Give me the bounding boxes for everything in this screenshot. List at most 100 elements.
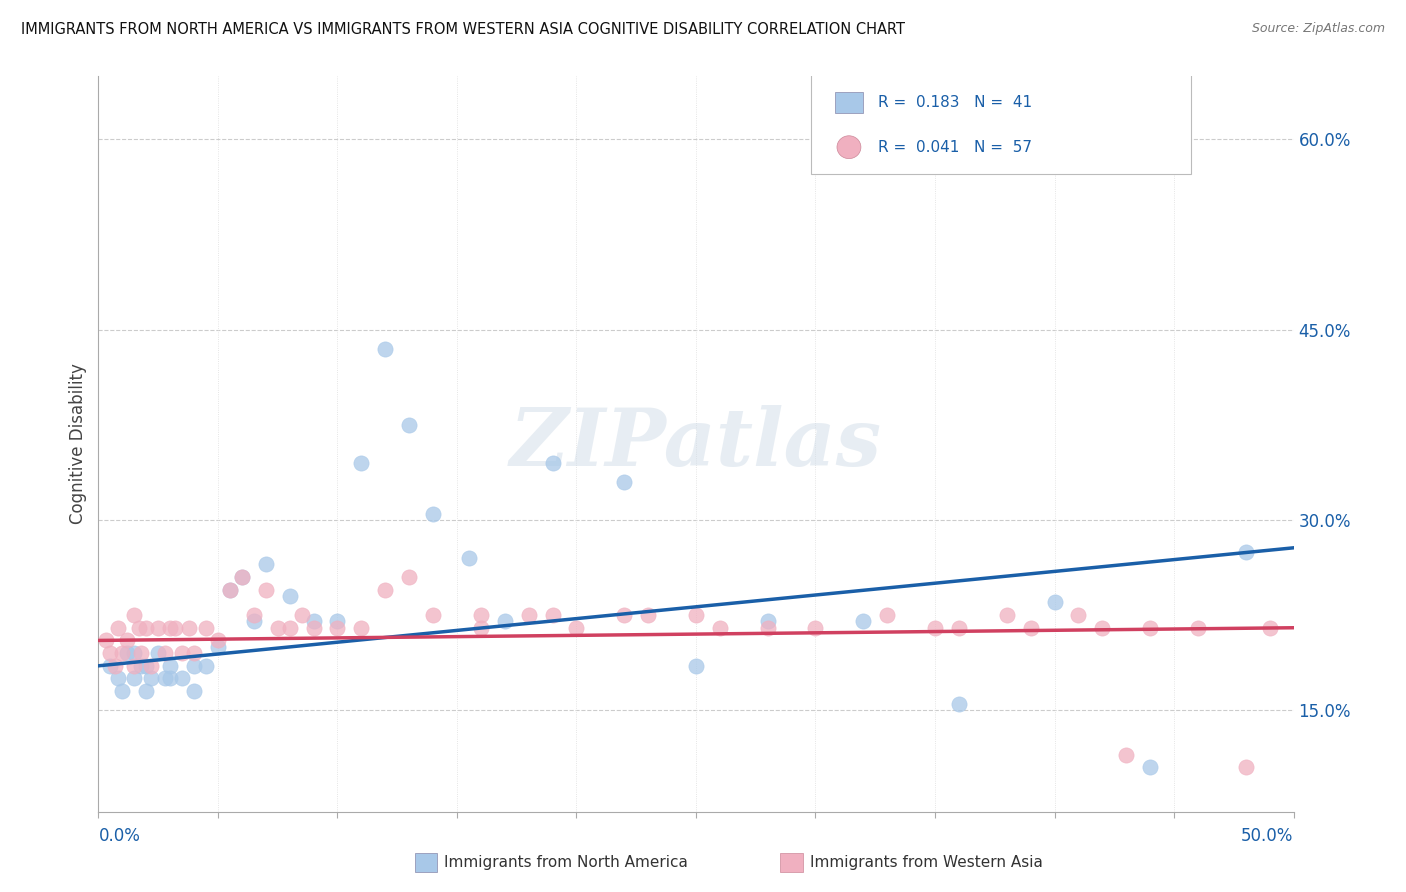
Point	[135, 684, 157, 698]
Point	[254, 558, 277, 572]
Point	[159, 658, 181, 673]
Point	[1139, 621, 1161, 635]
Point	[124, 608, 146, 623]
Point	[139, 672, 162, 686]
Point	[470, 608, 492, 623]
Point	[470, 621, 492, 635]
Point	[124, 646, 146, 660]
Point	[924, 621, 946, 635]
Point	[278, 589, 301, 603]
Point	[124, 672, 146, 686]
Point	[852, 615, 875, 629]
Text: Source: ZipAtlas.com: Source: ZipAtlas.com	[1251, 22, 1385, 36]
Point	[254, 582, 277, 597]
Ellipse shape	[837, 136, 860, 159]
Point	[219, 582, 242, 597]
FancyBboxPatch shape	[835, 92, 863, 112]
Point	[1187, 621, 1209, 635]
Point	[1091, 621, 1114, 635]
Point	[135, 658, 157, 673]
Point	[172, 646, 194, 660]
Text: 50.0%: 50.0%	[1241, 827, 1294, 845]
Point	[541, 456, 564, 470]
Point	[207, 640, 229, 654]
Point	[756, 621, 779, 635]
Point	[115, 646, 138, 660]
Point	[179, 621, 201, 635]
Point	[541, 608, 564, 623]
Point	[374, 342, 396, 356]
Point	[685, 608, 707, 623]
Point	[115, 633, 138, 648]
Point	[231, 570, 253, 584]
Point	[172, 672, 194, 686]
Point	[183, 658, 205, 673]
Text: R =  0.183   N =  41: R = 0.183 N = 41	[877, 95, 1032, 110]
Point	[398, 570, 420, 584]
Point	[98, 646, 122, 660]
Point	[267, 621, 290, 635]
Point	[326, 615, 349, 629]
Point	[948, 697, 970, 711]
Point	[148, 646, 170, 660]
Point	[422, 608, 444, 623]
Point	[183, 646, 205, 660]
Point	[302, 621, 325, 635]
Point	[350, 621, 373, 635]
Text: R =  0.041   N =  57: R = 0.041 N = 57	[877, 140, 1032, 154]
Text: 0.0%: 0.0%	[98, 827, 141, 845]
Point	[876, 608, 898, 623]
Point	[948, 621, 970, 635]
Point	[350, 456, 373, 470]
Point	[422, 507, 444, 521]
Text: Immigrants from North America: Immigrants from North America	[444, 855, 688, 870]
Point	[107, 621, 129, 635]
Point	[804, 621, 827, 635]
Point	[231, 570, 253, 584]
Point	[111, 646, 134, 660]
Point	[159, 621, 181, 635]
Point	[195, 658, 218, 673]
Point	[326, 621, 349, 635]
Point	[398, 417, 420, 432]
Point	[219, 582, 242, 597]
Point	[1067, 608, 1090, 623]
Text: ZIPatlas: ZIPatlas	[510, 405, 882, 483]
Point	[243, 615, 266, 629]
Point	[613, 608, 636, 623]
Point	[111, 684, 134, 698]
Point	[278, 621, 301, 635]
Point	[128, 621, 150, 635]
Point	[131, 658, 153, 673]
Point	[1019, 621, 1042, 635]
Point	[995, 608, 1018, 623]
Point	[458, 551, 481, 566]
Text: Immigrants from Western Asia: Immigrants from Western Asia	[810, 855, 1043, 870]
Point	[155, 672, 177, 686]
Point	[517, 608, 540, 623]
Point	[163, 621, 186, 635]
Point	[155, 646, 177, 660]
Point	[494, 615, 516, 629]
Point	[124, 658, 146, 673]
Point	[709, 621, 731, 635]
Point	[565, 621, 588, 635]
Point	[291, 608, 314, 623]
Point	[183, 684, 205, 698]
Point	[1234, 544, 1257, 558]
Point	[1139, 760, 1161, 774]
Point	[243, 608, 266, 623]
Point	[131, 646, 153, 660]
Point	[135, 621, 157, 635]
Point	[1234, 760, 1257, 774]
Y-axis label: Cognitive Disability: Cognitive Disability	[69, 363, 87, 524]
Point	[756, 615, 779, 629]
Point	[207, 633, 229, 648]
Point	[104, 658, 127, 673]
Point	[1258, 621, 1281, 635]
Point	[94, 633, 117, 648]
Point	[302, 615, 325, 629]
Point	[107, 672, 129, 686]
Point	[374, 582, 396, 597]
Text: IMMIGRANTS FROM NORTH AMERICA VS IMMIGRANTS FROM WESTERN ASIA COGNITIVE DISABILI: IMMIGRANTS FROM NORTH AMERICA VS IMMIGRA…	[21, 22, 905, 37]
